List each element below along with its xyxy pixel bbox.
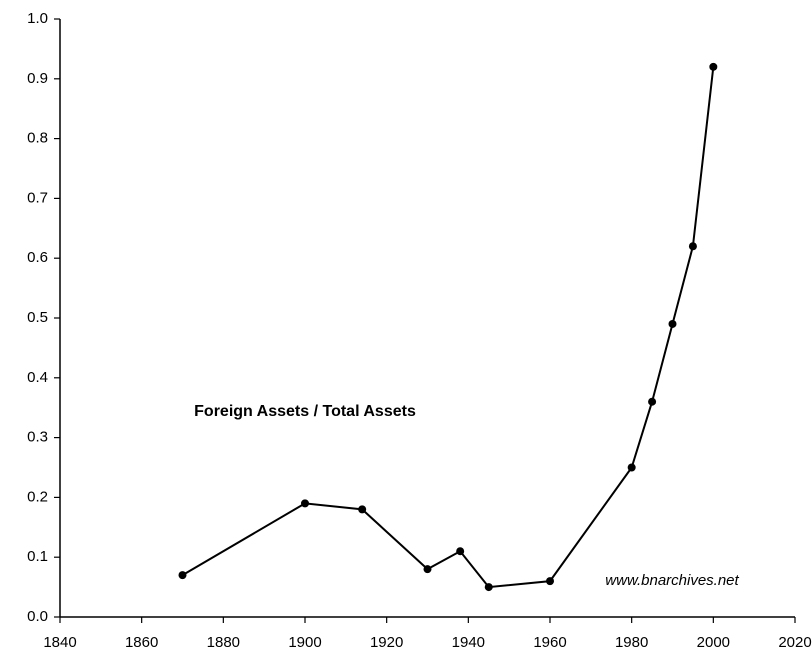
point [668, 319, 677, 328]
y-tick-label: 0.1 [27, 548, 48, 565]
y-tick-label: 0.0 [27, 608, 48, 625]
point [709, 62, 718, 71]
line [181, 66, 715, 589]
annotation: Foreign Assets / Total Assets [194, 403, 416, 420]
point [546, 577, 554, 586]
x-tick-label: 1980 [615, 634, 648, 651]
point [178, 571, 187, 580]
x-tick-label: 1880 [207, 634, 240, 651]
point [627, 463, 636, 472]
point [688, 242, 697, 251]
y-tick-label: 0.4 [27, 369, 48, 386]
y-tick-label: 0.8 [27, 130, 48, 147]
y-tick-label: 0.2 [27, 488, 48, 505]
point [423, 565, 432, 574]
point [358, 505, 367, 514]
x-tick-label: 1860 [125, 634, 158, 651]
y-tick-label: 0.5 [27, 309, 48, 326]
x-tick-label: 1920 [370, 634, 403, 651]
point [456, 547, 465, 556]
x-tick-label: 1840 [43, 634, 76, 651]
y-tick-label: 0.3 [27, 429, 48, 446]
point [648, 397, 657, 406]
x-tick-label: 2020 [778, 634, 811, 651]
x-tick-label: 2000 [697, 634, 730, 651]
x-tick-label: 1900 [288, 634, 321, 651]
annotation: www.bnarchives.net [605, 572, 739, 589]
x-tick-label: 1940 [452, 634, 485, 651]
y-tick-label: 0.6 [27, 249, 48, 266]
y-tick-label: 0.7 [27, 189, 48, 206]
y-tick-label: 0.9 [27, 70, 48, 87]
point [301, 499, 309, 508]
point [484, 583, 493, 592]
x-tick-label: 1960 [533, 634, 566, 651]
y-tick-label: 1.0 [27, 10, 48, 27]
